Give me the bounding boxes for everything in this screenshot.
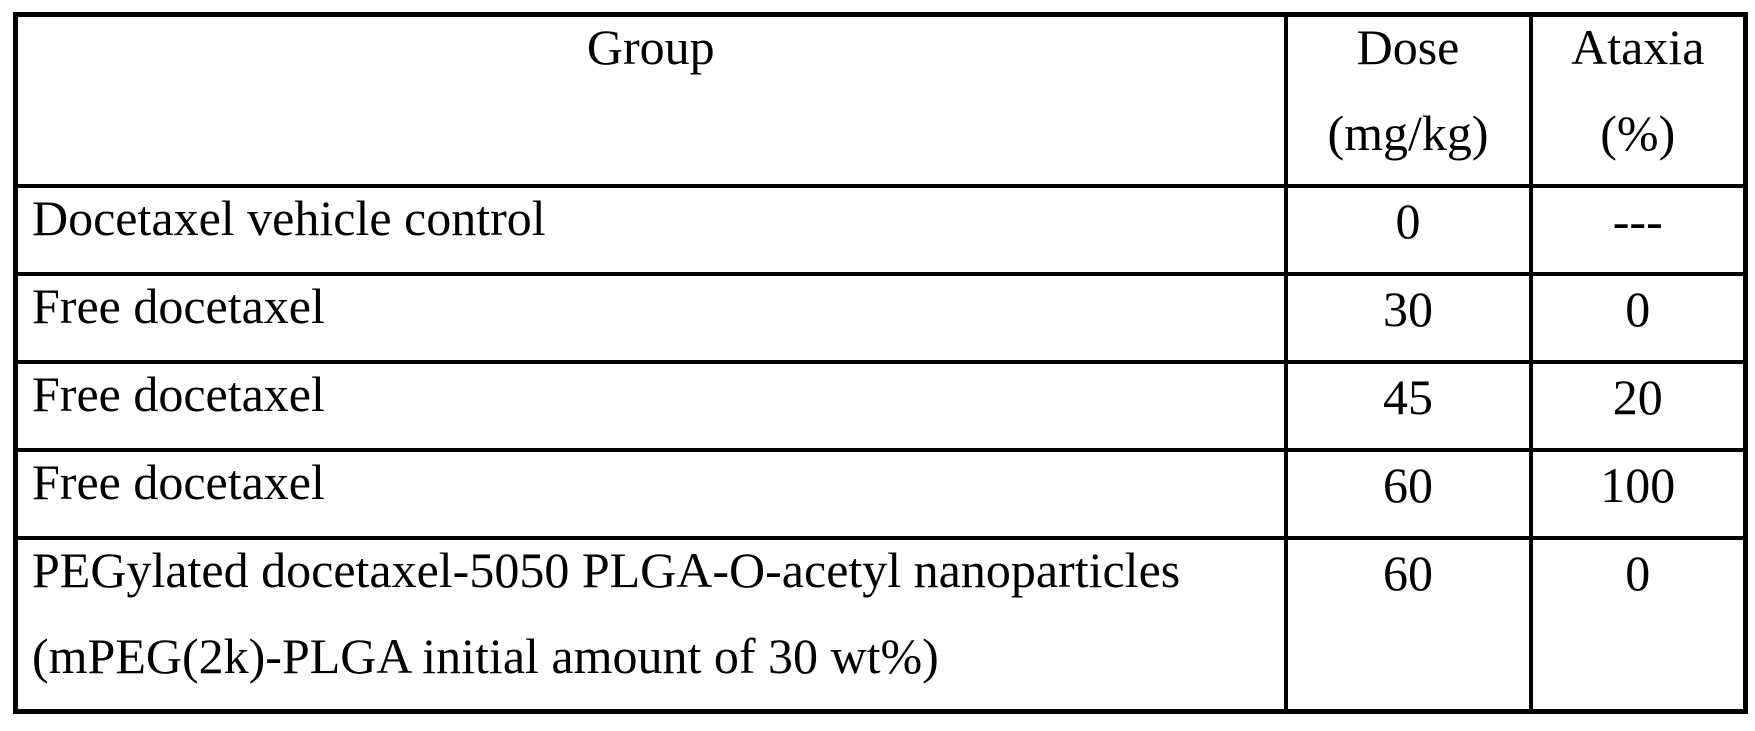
dose-cell: 30 — [1283, 271, 1533, 364]
group-text: Free docetaxel — [32, 453, 325, 510]
ataxia-cell: 100 — [1528, 447, 1748, 541]
group-cell: Docetaxel vehicle control — [13, 183, 1288, 276]
column-header-dose: Dose (mg/kg) — [1283, 12, 1533, 188]
column-header-group: Group — [13, 12, 1288, 188]
table-row: PEGylated docetaxel-5050 PLGA-O-acetyl n… — [13, 536, 1748, 714]
dose-cell: 45 — [1283, 359, 1533, 452]
group-cell: Free docetaxel — [13, 271, 1288, 364]
column-header-ataxia-label: Ataxia — [1571, 19, 1705, 75]
ataxia-cell: 0 — [1528, 271, 1748, 364]
table-header-row: Group Dose (mg/kg) Ataxia (%) — [13, 12, 1748, 188]
column-header-ataxia-unit: (%) — [1600, 104, 1676, 161]
table-row: Free docetaxel 60 100 — [13, 447, 1748, 541]
column-header-group-label: Group — [586, 19, 715, 75]
column-header-ataxia: Ataxia (%) — [1528, 12, 1748, 188]
group-text-line1: PEGylated docetaxel-5050 PLGA-O-acetyl n… — [32, 542, 1181, 599]
ataxia-cell: 20 — [1528, 359, 1748, 452]
group-text-line2: (mPEG(2k)-PLGA initial amount of 30 wt%) — [32, 627, 939, 684]
group-cell: Free docetaxel — [13, 447, 1288, 541]
ataxia-cell: --- — [1528, 183, 1748, 276]
ataxia-cell: 0 — [1528, 536, 1748, 714]
table-row: Docetaxel vehicle control 0 --- — [13, 183, 1748, 276]
ataxia-dose-table: Group Dose (mg/kg) Ataxia (%) Docetaxel … — [13, 12, 1748, 714]
table-row: Free docetaxel 45 20 — [13, 359, 1748, 452]
column-header-dose-label: Dose — [1356, 19, 1460, 75]
dose-cell: 60 — [1283, 447, 1533, 541]
group-text: Free docetaxel — [32, 365, 325, 422]
column-header-dose-unit: (mg/kg) — [1327, 104, 1489, 161]
dose-cell: 60 — [1283, 536, 1533, 714]
group-cell: Free docetaxel — [13, 359, 1288, 452]
group-text: Free docetaxel — [32, 277, 325, 334]
group-text: Docetaxel vehicle control — [32, 189, 546, 246]
dose-cell: 0 — [1283, 183, 1533, 276]
group-cell: PEGylated docetaxel-5050 PLGA-O-acetyl n… — [13, 536, 1288, 714]
table-row: Free docetaxel 30 0 — [13, 271, 1748, 364]
